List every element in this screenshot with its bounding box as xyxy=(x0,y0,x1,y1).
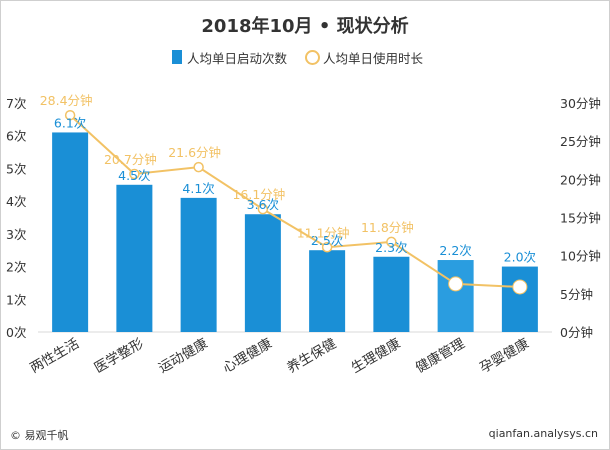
x-tick-label: 医学整形 xyxy=(92,335,147,376)
bar xyxy=(244,214,281,332)
legend: 人均单日启动次数 人均单日使用时长 xyxy=(0,48,610,68)
bar-value-label: 6.1次 xyxy=(54,115,86,130)
y-right-tick-label: 25分钟 xyxy=(560,134,601,149)
bar-value-label: 2.3次 xyxy=(375,240,407,255)
y-left-tick-label: 3次 xyxy=(6,227,26,242)
y-left-tick-label: 6次 xyxy=(6,129,26,144)
x-tick-label: 孕婴健康 xyxy=(477,334,533,376)
y-left-tick-label: 0次 xyxy=(6,325,26,340)
y-right-tick-label: 0分钟 xyxy=(560,325,593,340)
x-tick-label: 心理健康 xyxy=(220,334,276,376)
legend-line-swatch xyxy=(305,50,320,65)
bar xyxy=(373,256,410,332)
legend-bar-label: 人均单日启动次数 xyxy=(187,51,288,66)
y-right-tick-label: 10分钟 xyxy=(560,249,601,264)
y-right-tick-label: 15分钟 xyxy=(560,211,601,226)
legend-line-label: 人均单日使用时长 xyxy=(323,51,424,66)
bar-value-label: 4.5次 xyxy=(118,168,150,183)
line-value-label: 28.4分钟 xyxy=(40,93,93,108)
bar xyxy=(180,197,217,332)
bar xyxy=(309,250,346,332)
footer-copyright: © 易观千帆 xyxy=(10,429,69,442)
y-left-tick-label: 5次 xyxy=(6,161,26,176)
line-point xyxy=(448,276,464,292)
line-value-label: 20.7分钟 xyxy=(104,152,157,167)
x-tick-label: 生理健康 xyxy=(348,334,404,376)
y-left-tick-label: 4次 xyxy=(6,194,26,209)
line-value-label: 11.8分钟 xyxy=(361,220,414,235)
x-tick-label: 运动健康 xyxy=(155,334,211,376)
y-left-tick-label: 7次 xyxy=(6,96,26,111)
chart-title: 2018年10月 • 现状分析 xyxy=(201,16,409,37)
bar-value-label: 3.6次 xyxy=(247,197,279,212)
line-point xyxy=(193,161,204,173)
bar xyxy=(52,132,89,332)
x-tick-label: 健康管理 xyxy=(412,334,468,376)
legend-bar-swatch xyxy=(172,50,182,64)
line-point xyxy=(386,236,397,248)
footer-url: qianfan.analysys.cn xyxy=(488,427,598,440)
bar xyxy=(501,266,538,332)
y-left-tick-label: 1次 xyxy=(6,292,26,307)
y-left-tick-label: 2次 xyxy=(6,260,26,275)
bar-value-label: 2.0次 xyxy=(504,250,536,265)
line-point xyxy=(512,279,528,295)
bar-value-label: 2.5次 xyxy=(311,233,343,248)
y-right-tick-label: 30分钟 xyxy=(560,96,601,111)
bar-value-label: 4.1次 xyxy=(182,181,214,196)
x-tick-label: 养生保健 xyxy=(284,336,339,377)
line-series xyxy=(69,114,520,288)
line-point xyxy=(321,242,333,253)
line-point xyxy=(257,203,269,215)
line-value-label: 16.1分钟 xyxy=(232,187,285,202)
line-point xyxy=(129,168,140,180)
y-right-tick-label: 5分钟 xyxy=(560,287,593,302)
line-value-label: 11.1分钟 xyxy=(297,225,350,240)
bar-value-label: 2.2次 xyxy=(439,243,471,258)
bar xyxy=(116,184,153,332)
bar xyxy=(437,260,474,332)
y-right-tick-label: 20分钟 xyxy=(560,172,601,187)
line-point xyxy=(64,109,76,121)
line-value-label: 21.6分钟 xyxy=(168,145,221,160)
x-tick-label: 两性生活 xyxy=(27,336,82,377)
